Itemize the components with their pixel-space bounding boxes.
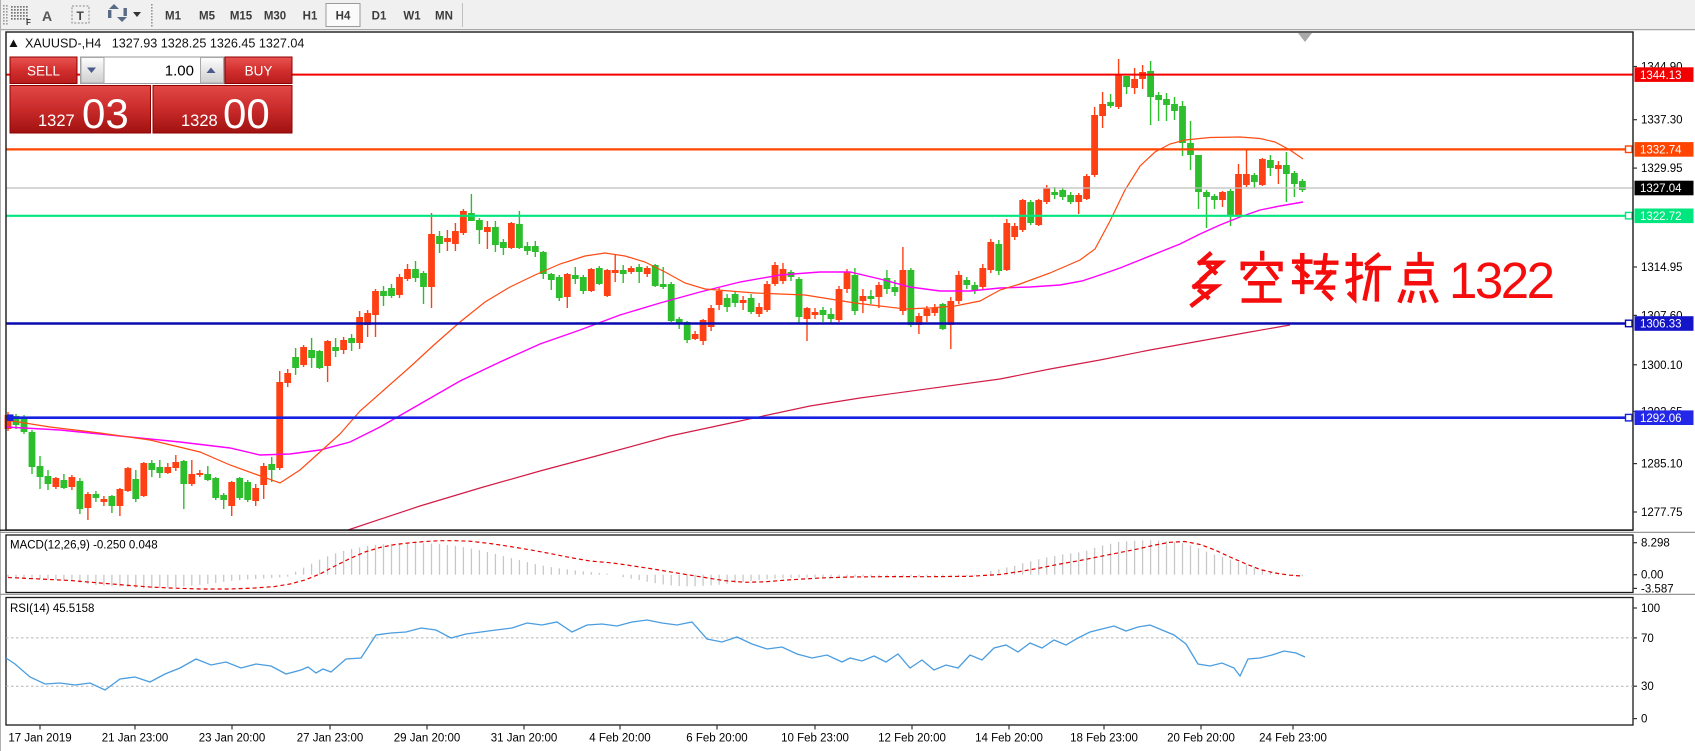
- svg-text:1300.10: 1300.10: [1641, 360, 1683, 372]
- svg-text:XAUUSD-,H4 1327.93 1328.25 1: XAUUSD-,H4 1327.93 1328.25 1326.45 1327.…: [25, 37, 304, 51]
- svg-text:1277.75: 1277.75: [1641, 507, 1683, 519]
- svg-text:D1: D1: [372, 11, 387, 23]
- svg-text:1332.74: 1332.74: [1640, 145, 1682, 157]
- svg-text:24 Feb 23:00: 24 Feb 23:00: [1259, 733, 1327, 745]
- svg-text:1322: 1322: [1449, 252, 1553, 309]
- svg-text:A: A: [42, 8, 52, 24]
- svg-text:1.00: 1.00: [165, 63, 194, 80]
- svg-text:18 Feb 23:00: 18 Feb 23:00: [1070, 733, 1138, 745]
- svg-text:1329.95: 1329.95: [1641, 163, 1683, 175]
- svg-text:MACD(12,26,9) -0.250 0.048: MACD(12,26,9) -0.250 0.048: [10, 540, 158, 552]
- svg-text:1344.13: 1344.13: [1640, 70, 1682, 82]
- svg-text:14 Feb 20:00: 14 Feb 20:00: [975, 733, 1043, 745]
- svg-text:-3.587: -3.587: [1641, 583, 1674, 595]
- svg-text:23 Jan 20:00: 23 Jan 20:00: [199, 733, 266, 745]
- svg-text:6 Feb 20:00: 6 Feb 20:00: [686, 733, 747, 745]
- svg-text:1337.30: 1337.30: [1641, 115, 1683, 127]
- svg-text:M30: M30: [264, 11, 286, 23]
- svg-text:31 Jan 20:00: 31 Jan 20:00: [491, 733, 558, 745]
- svg-text:1322.72: 1322.72: [1640, 211, 1682, 223]
- svg-text:1285.10: 1285.10: [1641, 459, 1683, 471]
- svg-text:1292.06: 1292.06: [1640, 413, 1682, 425]
- svg-text:03: 03: [82, 90, 129, 137]
- svg-text:F: F: [26, 18, 31, 27]
- svg-text:M1: M1: [165, 11, 182, 23]
- svg-text:1327: 1327: [38, 112, 75, 130]
- svg-text:H1: H1: [303, 11, 318, 23]
- svg-text:BUY: BUY: [245, 64, 273, 79]
- svg-text:10 Feb 23:00: 10 Feb 23:00: [781, 733, 849, 745]
- svg-text:30: 30: [1641, 681, 1654, 693]
- svg-text:21 Jan 23:00: 21 Jan 23:00: [102, 733, 169, 745]
- svg-text:SELL: SELL: [27, 64, 61, 79]
- svg-text:17 Jan 2019: 17 Jan 2019: [8, 733, 71, 745]
- svg-text:1328: 1328: [181, 112, 218, 130]
- svg-text:RSI(14) 45.5158: RSI(14) 45.5158: [10, 603, 94, 615]
- svg-text:4 Feb 20:00: 4 Feb 20:00: [589, 733, 650, 745]
- svg-text:1314.95: 1314.95: [1641, 262, 1683, 274]
- svg-text:0: 0: [1641, 714, 1647, 726]
- svg-text:M15: M15: [230, 11, 253, 23]
- svg-text:12 Feb 20:00: 12 Feb 20:00: [878, 733, 946, 745]
- svg-text:1306.33: 1306.33: [1640, 319, 1682, 331]
- svg-text:20 Feb 20:00: 20 Feb 20:00: [1167, 733, 1235, 745]
- svg-text:W1: W1: [403, 11, 421, 23]
- svg-text:8.298: 8.298: [1641, 538, 1670, 550]
- svg-text:00: 00: [223, 90, 270, 137]
- svg-text:1327.04: 1327.04: [1640, 183, 1682, 195]
- svg-text:29 Jan 20:00: 29 Jan 20:00: [394, 733, 461, 745]
- svg-text:70: 70: [1641, 633, 1654, 645]
- svg-text:0.00: 0.00: [1641, 570, 1663, 582]
- svg-text:H4: H4: [336, 11, 351, 23]
- svg-text:M5: M5: [199, 11, 216, 23]
- svg-text:100: 100: [1641, 603, 1660, 615]
- svg-text:27 Jan 23:00: 27 Jan 23:00: [297, 733, 364, 745]
- svg-text:MN: MN: [435, 11, 453, 23]
- svg-text:T: T: [77, 9, 85, 23]
